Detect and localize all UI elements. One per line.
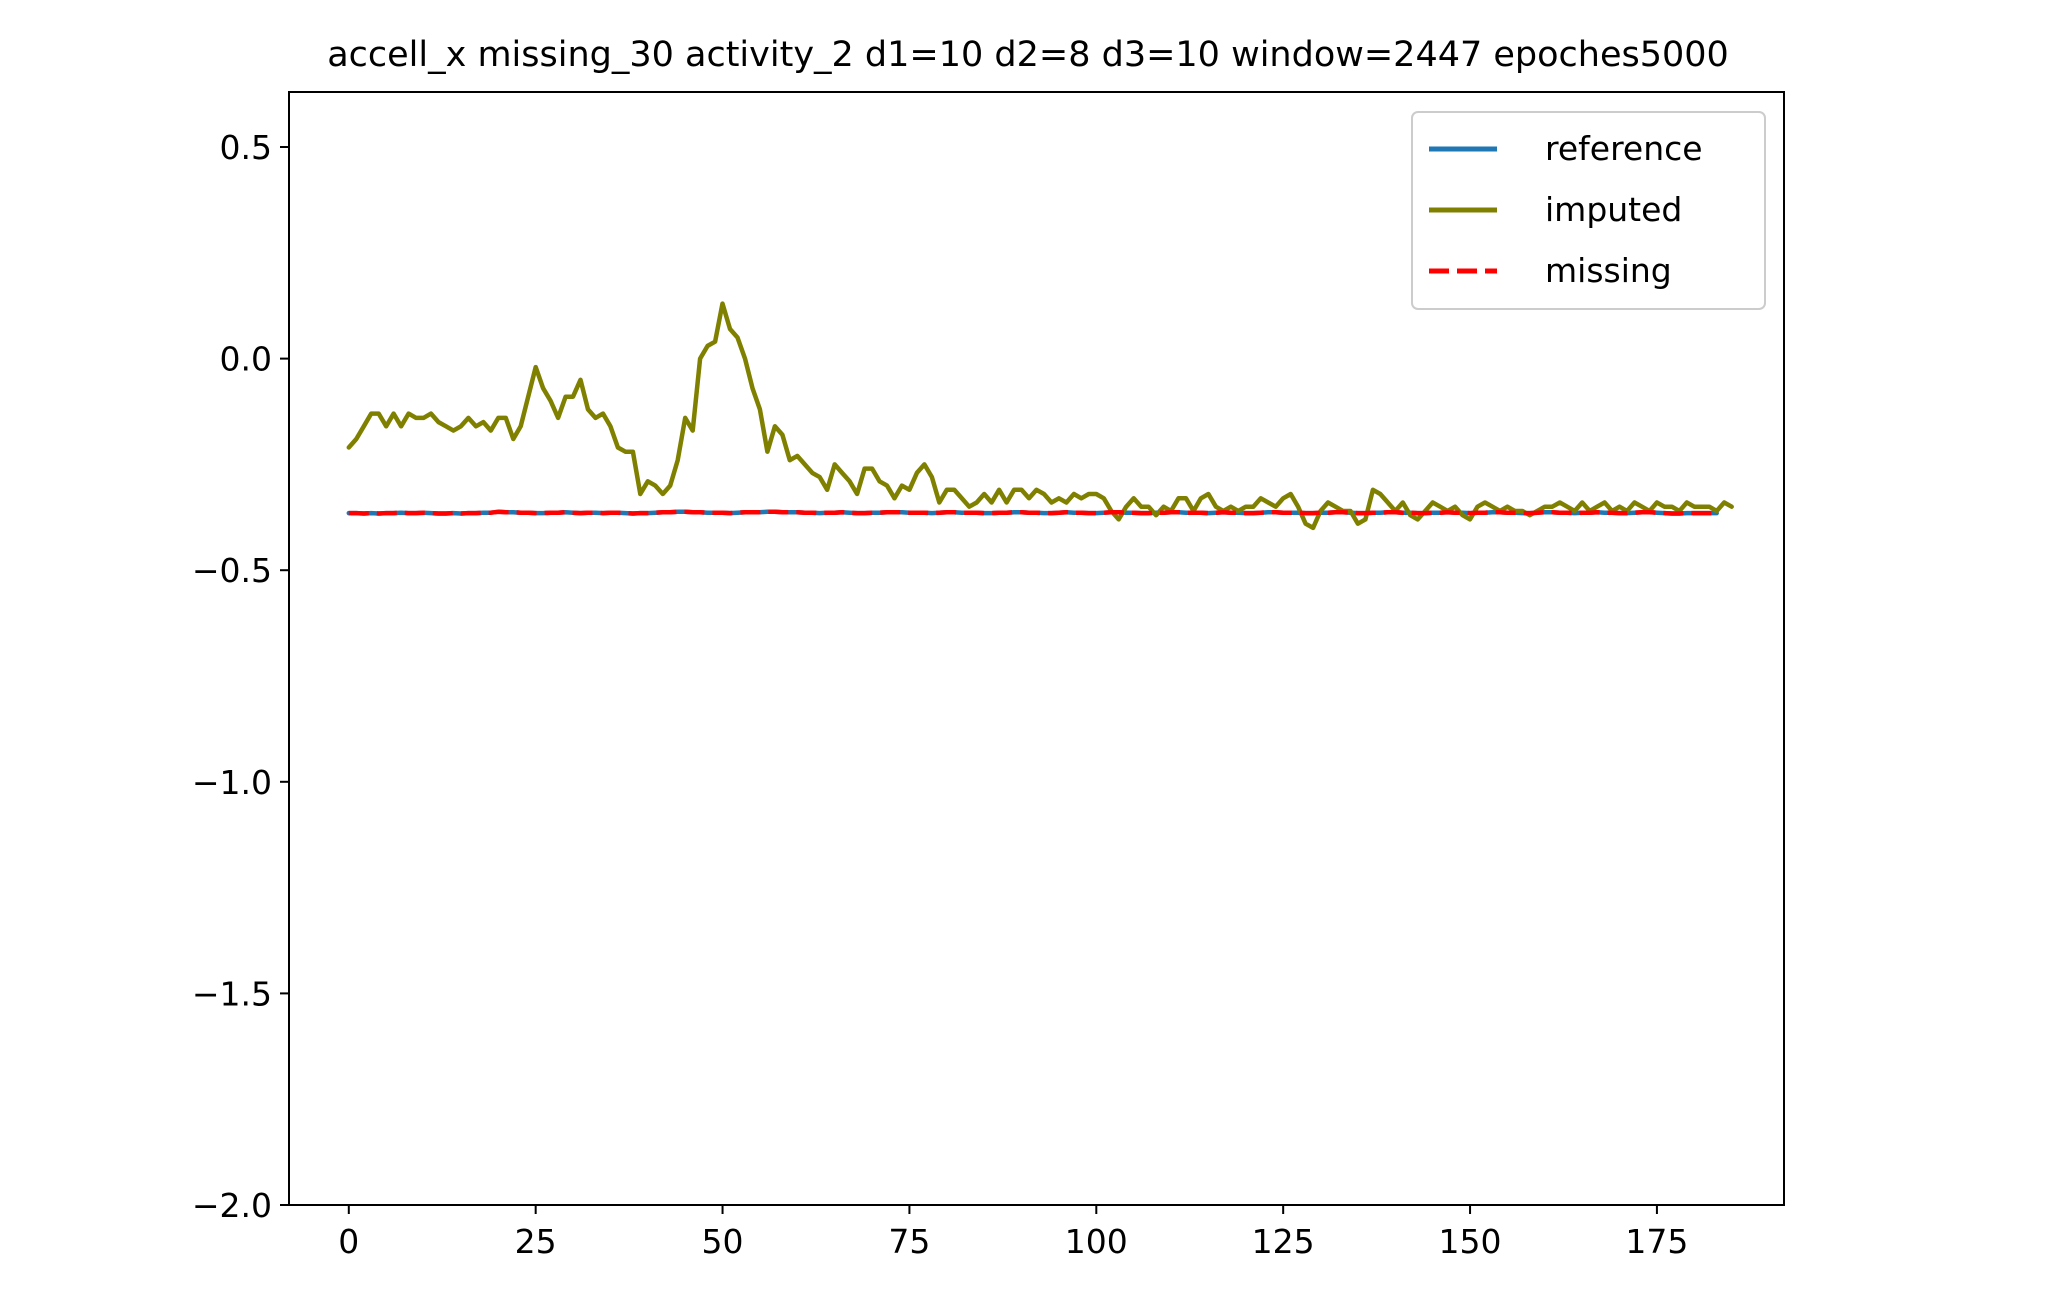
x-tick-label: 175 (1625, 1222, 1688, 1261)
series-line-missing (348, 509, 1717, 516)
legend: reference imputed missing (1411, 111, 1766, 310)
legend-box (1411, 111, 1766, 310)
plot-frame (288, 91, 1785, 1206)
chart-title: accell_x missing_30 activity_2 d1=10 d2=… (327, 35, 1729, 75)
x-tick-label: 125 (1252, 1222, 1315, 1261)
axes-layer: 0 25 50 75 100 125 150 175 0.5 0.0 −0.5 −1.0 −1.5 −2.… (192, 91, 1785, 1261)
legend-label-imputed: imputed (1545, 190, 1682, 229)
x-tick-label: 75 (888, 1222, 930, 1261)
y-tick-label: 0.0 (220, 340, 272, 379)
series-layer (346, 301, 1734, 531)
y-tick-label: −0.5 (192, 551, 272, 590)
y-tick-label: −1.5 (192, 974, 272, 1013)
y-tick-label: 0.5 (220, 128, 272, 167)
legend-label-reference: reference (1545, 129, 1703, 168)
x-tick-label: 0 (338, 1222, 359, 1261)
y-tick-label: −2.0 (192, 1186, 272, 1225)
x-tick-label: 50 (702, 1222, 744, 1261)
y-tick-label: −1.0 (192, 763, 272, 802)
legend-label-missing: missing (1545, 251, 1672, 290)
x-tick-label: 100 (1065, 1222, 1128, 1261)
x-tick-label: 25 (515, 1222, 557, 1261)
x-tick-label: 150 (1439, 1222, 1502, 1261)
